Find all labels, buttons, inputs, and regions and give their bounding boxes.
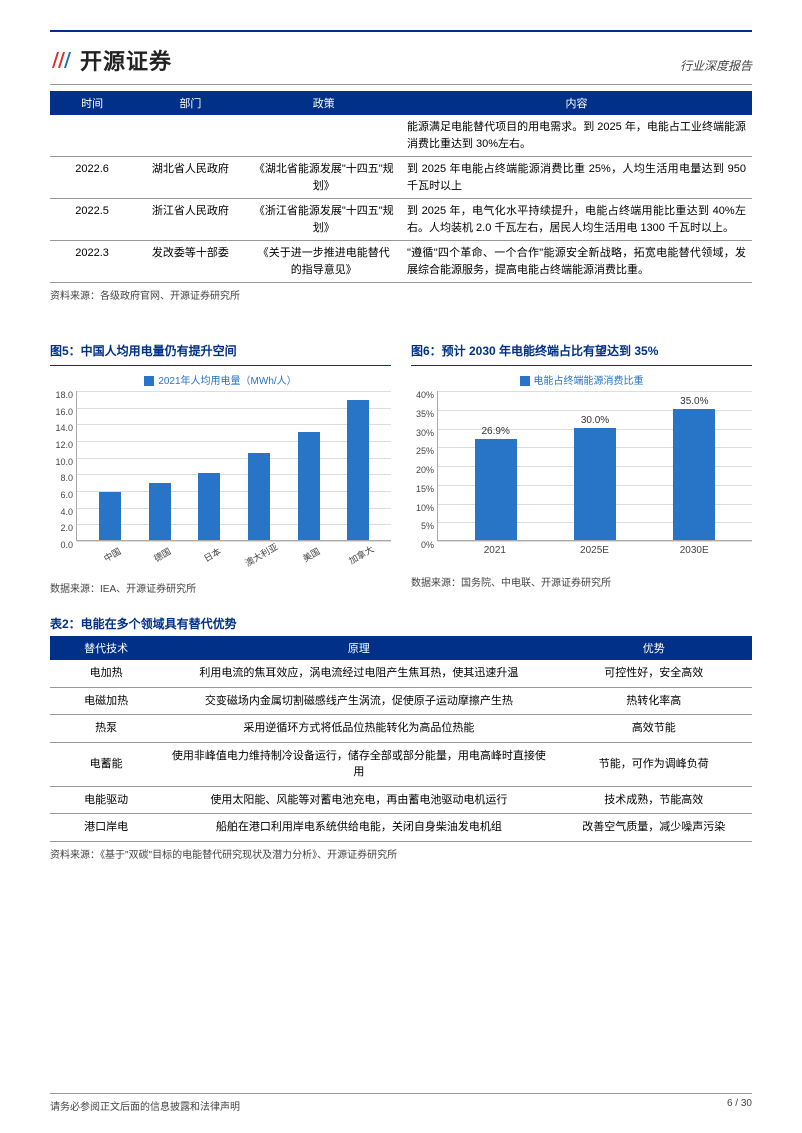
footer-page: 6 / 30: [727, 1098, 752, 1113]
chart6-source: 数据来源：国务院、中电联、开源证券研究所: [411, 574, 752, 589]
chart6-legend-text: 电能占终端能源消费比重: [534, 376, 644, 387]
table-row: 电加热利用电流的焦耳效应，涡电流经过电阻产生焦耳热，使其迅速升温可控性好，安全高…: [50, 660, 752, 687]
chart6-title: 图6：预计 2030 年电能终端占比有望达到 35%: [411, 342, 752, 359]
bar: [184, 473, 234, 540]
col-dept: 部门: [134, 91, 246, 115]
bar: 35.0%: [645, 396, 744, 540]
tech-table: 替代技术 原理 优势 电加热利用电流的焦耳效应，涡电流经过电阻产生焦耳热，使其迅…: [50, 636, 752, 842]
bar: [284, 432, 334, 540]
chart5-xlabels: 中国德国日本澳大利亚美国加拿大: [76, 541, 391, 562]
charts-row: 图5：中国人均用电量仍有提升空间 2021年人均用电量（MWh/人） 0.02.…: [50, 342, 752, 595]
logo: 开源证券: [50, 44, 172, 76]
top-border: [50, 30, 752, 32]
policy-source: 资料来源：各级政府官网、开源证券研究所: [50, 287, 752, 302]
header-divider: [50, 84, 752, 85]
footer: 请务必参阅正文后面的信息披露和法律声明 6 / 30: [50, 1093, 752, 1113]
chart6-yaxis: 0%5%10%15%20%25%30%35%40%: [410, 391, 436, 540]
chart5-legend-text: 2021年人均用电量（MWh/人）: [158, 376, 296, 387]
chart6-legend: 电能占终端能源消费比重: [411, 372, 752, 387]
policy-table: 时间 部门 政策 内容 能源满足电能替代项目的用电需求。到 2025 年，电能占…: [50, 91, 752, 283]
logo-icon: [50, 46, 74, 74]
col-principle: 原理: [162, 636, 555, 660]
chart5-hr: [50, 365, 391, 366]
bar: [135, 483, 185, 541]
table-row: 2022.3发改委等十部委《关于进一步推进电能替代的指导意见》"遵循"四个革命、…: [50, 241, 752, 283]
bar: [85, 492, 135, 540]
chart5-yaxis: 0.02.04.06.08.010.012.014.016.018.0: [49, 391, 75, 540]
bar: [234, 453, 284, 541]
col-content: 内容: [401, 91, 752, 115]
bar: 26.9%: [446, 426, 545, 540]
chart6-xlabels: 20212025E2030E: [437, 541, 752, 556]
chart5-legend: 2021年人均用电量（MWh/人）: [50, 372, 391, 387]
col-tech: 替代技术: [50, 636, 162, 660]
table-row: 2022.6湖北省人民政府《湖北省能源发展"十四五"规划》到 2025 年电能占…: [50, 157, 752, 199]
bar: 30.0%: [545, 415, 644, 541]
table-row: 电能驱动使用太阳能、风能等对蓄电池充电，再由蓄电池驱动电机运行技术成熟，节能高效: [50, 786, 752, 814]
footer-disclaimer: 请务必参阅正文后面的信息披露和法律声明: [50, 1098, 240, 1113]
col-adv: 优势: [555, 636, 752, 660]
chart5-bars: 0.02.04.06.08.010.012.014.016.018.0: [76, 391, 391, 541]
footer-line: [50, 1093, 752, 1094]
table-row: 2022.5浙江省人民政府《浙江省能源发展"十四五"规划》到 2025 年，电气…: [50, 199, 752, 241]
logo-text: 开源证券: [80, 44, 172, 76]
chart5-title: 图5：中国人均用电量仍有提升空间: [50, 342, 391, 359]
bar: [333, 400, 383, 540]
chart6-block: 图6：预计 2030 年电能终端占比有望达到 35% 电能占终端能源消费比重 0…: [411, 342, 752, 595]
header: 开源证券 行业深度报告: [50, 44, 752, 76]
table-row: 能源满足电能替代项目的用电需求。到 2025 年，电能占工业终端能源消费比重达到…: [50, 115, 752, 157]
doc-type: 行业深度报告: [680, 57, 752, 74]
chart5-block: 图5：中国人均用电量仍有提升空间 2021年人均用电量（MWh/人） 0.02.…: [50, 342, 391, 595]
tech-source: 资料来源：《基于"双碳"目标的电能替代研究现状及潜力分析》、开源证券研究所: [50, 846, 752, 861]
col-policy: 政策: [247, 91, 401, 115]
chart6-bars: 0%5%10%15%20%25%30%35%40% 26.9%30.0%35.0…: [437, 391, 752, 541]
chart6-hr: [411, 365, 752, 366]
table-row: 电蓄能使用非峰值电力维持制冷设备运行，储存全部或部分能量，用电高峰时直接使用节能…: [50, 742, 752, 786]
table-row: 热泵采用逆循环方式将低品位热能转化为高品位热能高效节能: [50, 715, 752, 743]
chart5-source: 数据来源：IEA、开源证券研究所: [50, 580, 391, 595]
tech-table-title: 表2：电能在多个领域具有替代优势: [50, 615, 752, 632]
table-row: 电磁加热交变磁场内金属切割磁感线产生涡流，促使原子运动摩擦产生热热转化率高: [50, 687, 752, 715]
table-row: 港口岸电船舶在港口利用岸电系统供给电能，关闭自身柴油发电机组改善空气质量，减少噪…: [50, 814, 752, 842]
col-time: 时间: [50, 91, 134, 115]
